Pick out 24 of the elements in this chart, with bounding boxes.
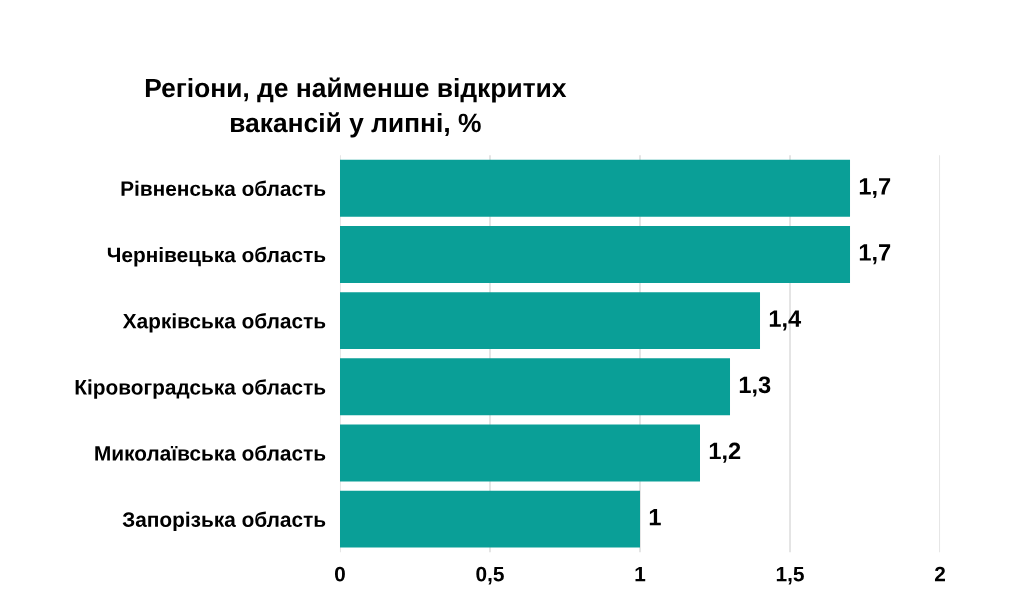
bar [339, 292, 761, 350]
y-tick-label: Чернівецька область [107, 246, 326, 267]
bar [339, 490, 640, 548]
data-label: 1,7 [859, 244, 891, 265]
x-tick-label: 0,5 [476, 566, 504, 585]
chart-title: Регіони, де найменше відкритих вакансій у липні, % [145, 77, 567, 138]
x-tick-label: 1 [635, 566, 646, 582]
data-label: 1,3 [739, 376, 771, 397]
x-tick-label: 2 [934, 566, 945, 582]
data-label: 1 [649, 509, 661, 526]
bar [339, 226, 851, 283]
bar [339, 358, 731, 416]
y-tick-label: Запорізька область [122, 511, 326, 532]
y-tick-label: Миколаївська область [95, 445, 326, 461]
y-tick-label: Кіровоградська область [75, 379, 326, 399]
bar [339, 159, 851, 217]
data-label: 1,4 [769, 310, 802, 331]
x-tick-label: 1,5 [776, 566, 804, 585]
bar [339, 424, 701, 482]
y-tick-label: Рівненська область [121, 180, 326, 197]
data-label: 1,2 [709, 442, 741, 463]
y-tick-label: Харківська область [122, 313, 326, 333]
x-tick-label: 0 [335, 566, 345, 582]
data-label: 1,7 [859, 178, 891, 199]
